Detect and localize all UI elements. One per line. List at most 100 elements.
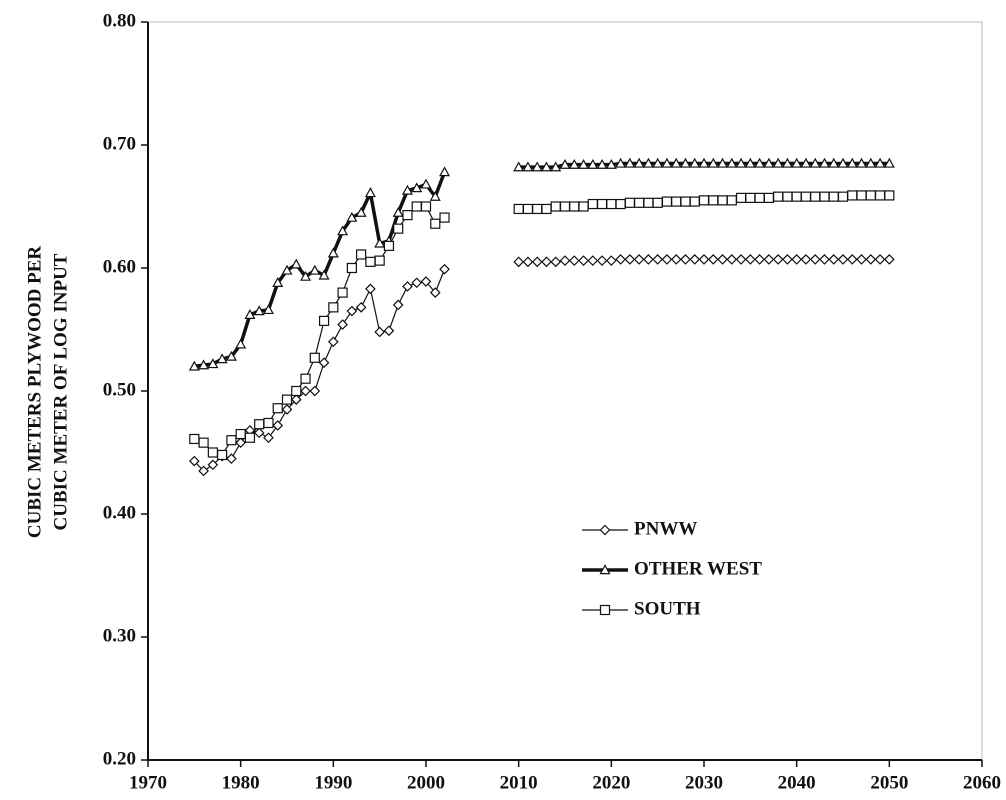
marker [661, 196, 673, 207]
legend-label: OTHER WEST [634, 558, 762, 579]
marker [865, 157, 877, 168]
marker [411, 201, 422, 212]
marker [763, 254, 775, 265]
marker [531, 256, 543, 268]
marker [365, 256, 376, 267]
marker [309, 352, 320, 363]
marker [309, 264, 321, 275]
marker [717, 254, 728, 265]
marker [207, 459, 219, 471]
y-tick-label: 0.70 [103, 133, 136, 154]
marker [411, 277, 423, 289]
marker [318, 357, 330, 369]
marker [541, 256, 552, 268]
marker [263, 417, 274, 429]
marker [346, 211, 358, 222]
marker [522, 203, 534, 215]
marker [726, 254, 738, 265]
x-tick-label: 2000 [407, 772, 445, 793]
marker [522, 256, 534, 268]
legend-marker [599, 564, 611, 575]
marker [689, 254, 701, 265]
marker [188, 360, 200, 371]
marker [856, 190, 867, 201]
marker [633, 157, 645, 168]
marker [550, 161, 562, 172]
marker [253, 305, 265, 316]
marker [596, 158, 608, 169]
marker [698, 157, 710, 168]
marker [773, 191, 784, 202]
marker [680, 196, 691, 207]
marker [818, 157, 830, 168]
marker [856, 254, 867, 265]
marker [327, 336, 339, 348]
marker [707, 254, 719, 265]
marker [772, 254, 784, 265]
marker [883, 157, 895, 168]
marker [605, 255, 617, 266]
y-tick-label: 0.40 [103, 502, 136, 523]
marker [568, 158, 580, 169]
marker [559, 158, 571, 169]
marker [828, 191, 839, 202]
marker [624, 157, 636, 168]
marker [355, 206, 367, 217]
marker [281, 264, 293, 275]
marker [587, 255, 599, 266]
marker [874, 190, 886, 201]
plot-frame [147, 21, 983, 761]
y-tick-label: 0.80 [103, 10, 136, 31]
marker [679, 157, 691, 168]
marker [383, 325, 395, 337]
marker [643, 197, 654, 208]
series-line [194, 194, 890, 456]
marker [605, 158, 617, 169]
marker [726, 157, 738, 168]
x-tick-label: 2060 [963, 772, 1001, 793]
marker [606, 198, 617, 210]
marker [698, 254, 710, 265]
marker [263, 432, 274, 444]
marker [346, 262, 357, 274]
marker [327, 247, 339, 258]
marker [531, 161, 543, 172]
x-tick-label: 2010 [500, 772, 538, 793]
marker [300, 385, 311, 397]
marker [337, 225, 349, 236]
marker [300, 270, 312, 281]
x-tick-label: 2030 [685, 772, 723, 793]
marker [819, 254, 830, 265]
marker [513, 203, 524, 215]
marker [198, 465, 209, 477]
x-tick-label: 1990 [314, 772, 352, 793]
marker [568, 255, 580, 266]
marker [420, 201, 432, 212]
marker [439, 263, 450, 275]
marker [763, 157, 775, 168]
marker [754, 254, 765, 265]
marker [745, 192, 756, 203]
marker [411, 182, 423, 193]
marker [244, 309, 256, 319]
x-tick-label: 2020 [592, 772, 630, 793]
marker [744, 254, 756, 265]
marker [578, 201, 589, 212]
marker [670, 254, 682, 265]
marker [272, 277, 284, 287]
marker [346, 305, 358, 317]
marker [800, 254, 812, 265]
marker [615, 198, 626, 210]
marker [717, 195, 728, 206]
marker [708, 195, 719, 206]
marker [253, 427, 265, 439]
marker [226, 453, 237, 464]
marker [837, 157, 849, 168]
marker [828, 157, 840, 168]
marker [291, 385, 302, 397]
marker [689, 196, 700, 207]
marker [559, 201, 571, 212]
series-line [193, 258, 890, 472]
marker [383, 240, 395, 251]
x-tick-label: 1970 [129, 772, 167, 793]
